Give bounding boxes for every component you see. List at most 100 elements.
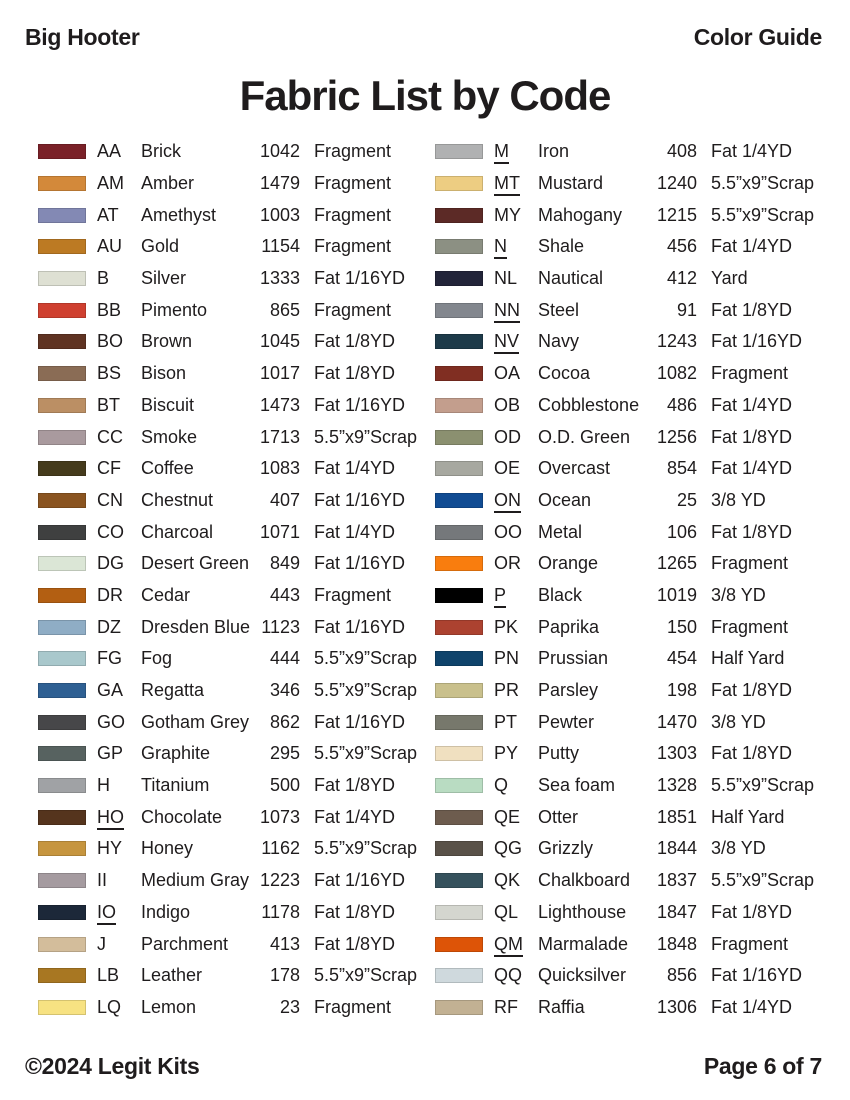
- copyright-text: ©2024 Legit Kits: [25, 1053, 200, 1079]
- fabric-code: PY: [494, 743, 519, 764]
- fabric-name: Black: [538, 584, 583, 605]
- fabric-code: B: [97, 268, 110, 289]
- fabric-name: Marmalade: [538, 933, 629, 954]
- fabric-color-swatch: [435, 302, 483, 318]
- fabric-quantity: Fat 1/16YD: [314, 711, 406, 732]
- fabric-quantity: Fragment: [711, 616, 789, 637]
- fabric-number: 1083: [259, 458, 300, 479]
- fabric-name: Brick: [141, 141, 181, 162]
- fabric-row: DR Cedar 443 Fragment: [38, 580, 435, 612]
- fabric-row: OB Cobblestone 486 Fat 1/4YD: [435, 390, 832, 422]
- fabric-color-swatch: [38, 651, 86, 667]
- fabric-row: DG Desert Green 849 Fat 1/16YD: [38, 548, 435, 580]
- fabric-number: 1328: [656, 775, 697, 796]
- fabric-row: DZ Dresden Blue 1123 Fat 1/16YD: [38, 611, 435, 643]
- fabric-number: 486: [666, 394, 697, 415]
- fabric-name: Smoke: [141, 426, 198, 447]
- fabric-name: Desert Green: [141, 553, 250, 574]
- fabric-code: PT: [494, 711, 518, 732]
- fabric-row: OA Cocoa 1082 Fragment: [435, 358, 832, 390]
- fabric-number: 408: [666, 141, 697, 162]
- fabric-color-swatch: [435, 873, 483, 889]
- fabric-row: PR Parsley 198 Fat 1/8YD: [435, 675, 832, 707]
- fabric-number: 295: [269, 743, 300, 764]
- fabric-quantity: Fragment: [314, 141, 392, 162]
- fabric-number: 1256: [656, 426, 697, 447]
- fabric-row: PT Pewter 1470 3/8 YD: [435, 706, 832, 738]
- fabric-quantity: Fragment: [314, 204, 392, 225]
- fabric-row: BT Biscuit 1473 Fat 1/16YD: [38, 390, 435, 422]
- fabric-name: Amethyst: [141, 204, 217, 225]
- page-title: Fabric List by Code: [239, 72, 612, 119]
- fabric-number: 862: [269, 711, 300, 732]
- fabric-color-swatch: [435, 524, 483, 540]
- fabric-code: MY: [494, 204, 521, 225]
- fabric-code: Q: [494, 775, 509, 796]
- fabric-color-swatch: [435, 968, 483, 984]
- fabric-color-swatch: [435, 999, 483, 1015]
- fabric-code: QQ: [494, 965, 523, 986]
- fabric-number: 1178: [261, 901, 300, 922]
- fabric-row: LB Leather 178 5.5”x9”Scrap: [38, 960, 435, 992]
- fabric-quantity: Half Yard: [711, 648, 785, 669]
- fabric-number: 150: [666, 616, 697, 637]
- fabric-name: Lemon: [141, 996, 197, 1017]
- fabric-quantity: Fat 1/4YD: [314, 458, 396, 479]
- fabric-row: N Shale 456 Fat 1/4YD: [435, 231, 832, 263]
- fabric-name: Lighthouse: [538, 901, 627, 922]
- fabric-name: Medium Gray: [141, 870, 250, 891]
- fabric-number: 1162: [261, 838, 300, 859]
- fabric-quantity: Fat 1/4YD: [314, 806, 396, 827]
- fabric-code: BS: [97, 363, 122, 384]
- fabric-color-swatch: [435, 904, 483, 920]
- fabric-number: 25: [676, 489, 697, 510]
- fabric-code: CF: [97, 458, 121, 479]
- fabric-number: 1851: [656, 806, 697, 827]
- fabric-quantity: 5.5”x9”Scrap: [314, 743, 418, 764]
- fabric-color-swatch: [38, 936, 86, 952]
- document-type: Color Guide: [693, 24, 823, 50]
- fabric-color-swatch: [435, 936, 483, 952]
- fabric-color-swatch: [38, 873, 86, 889]
- fabric-code: RF: [494, 996, 518, 1017]
- fabric-name: Titanium: [141, 775, 210, 796]
- fabric-code: IO: [86, 902, 141, 925]
- fabric-row: CF Coffee 1083 Fat 1/4YD: [38, 453, 435, 485]
- fabric-row: BB Pimento 865 Fragment: [38, 294, 435, 326]
- fabric-row: HY Honey 1162 5.5”x9”Scrap: [38, 833, 435, 865]
- fabric-name: Cedar: [141, 584, 191, 605]
- fabric-code: CO: [97, 521, 124, 542]
- fabric-color-swatch: [435, 429, 483, 445]
- page-footer: ©2024 Legit Kits Page 6 of 7: [25, 1053, 822, 1080]
- fabric-code: NN: [483, 300, 538, 323]
- fabric-quantity: Fragment: [314, 236, 392, 257]
- fabric-row: OR Orange 1265 Fragment: [435, 548, 832, 580]
- fabric-number: 1848: [656, 933, 697, 954]
- fabric-quantity: 5.5”x9”Scrap: [711, 173, 815, 194]
- fabric-name: Gotham Grey: [141, 711, 250, 732]
- fabric-quantity: 5.5”x9”Scrap: [711, 204, 815, 225]
- fabric-color-swatch: [38, 271, 86, 287]
- fabric-color-swatch: [435, 397, 483, 413]
- fabric-name: Chalkboard: [538, 870, 631, 891]
- fabric-quantity: Fat 1/4YD: [314, 521, 396, 542]
- fabric-code: QL: [494, 901, 519, 922]
- fabric-quantity: Fat 1/16YD: [314, 616, 406, 637]
- fabric-quantity: Fragment: [711, 363, 789, 384]
- fabric-quantity: 5.5”x9”Scrap: [711, 870, 815, 891]
- fabric-number: 1243: [656, 331, 697, 352]
- fabric-code: AU: [97, 236, 123, 257]
- fabric-quantity: Fat 1/8YD: [314, 363, 396, 384]
- fabric-color-swatch: [38, 429, 86, 445]
- fabric-number: 1473: [259, 394, 300, 415]
- fabric-name: Parsley: [538, 680, 599, 701]
- fabric-code: GA: [97, 680, 124, 701]
- fabric-color-swatch: [38, 841, 86, 857]
- fabric-code: NL: [494, 268, 518, 289]
- page-number: Page 6 of 7: [703, 1053, 822, 1079]
- fabric-quantity: Fat 1/4YD: [711, 996, 793, 1017]
- fabric-quantity: 5.5”x9”Scrap: [314, 965, 418, 986]
- fabric-name: Pimento: [141, 299, 208, 320]
- fabric-quantity: Fat 1/16YD: [711, 331, 803, 352]
- fabric-code: BB: [97, 299, 122, 320]
